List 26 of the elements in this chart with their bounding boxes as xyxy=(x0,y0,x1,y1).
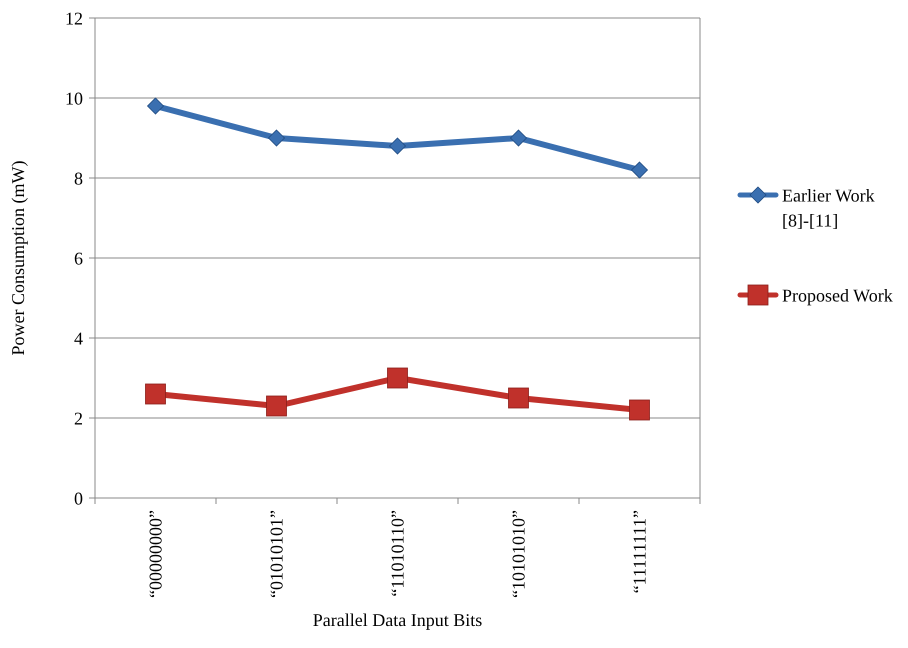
legend-label: Earlier Work [8]-[11] xyxy=(782,185,875,230)
point xyxy=(510,130,527,146)
point xyxy=(266,396,287,416)
y-tick-label: 10 xyxy=(65,88,83,108)
x-tick-label: “11111111” xyxy=(630,510,650,594)
x-tick-label: “00000000” xyxy=(146,510,166,598)
y-axis-title: Power Consumption (mW) xyxy=(8,160,28,356)
x-tick-label: “10101010” xyxy=(508,510,528,598)
point xyxy=(629,400,650,420)
x-axis-title: Parallel Data Input Bits xyxy=(312,610,482,630)
point xyxy=(147,98,164,114)
x-tick-label: “11010110” xyxy=(388,510,408,597)
point xyxy=(268,130,285,146)
point xyxy=(387,368,408,388)
y-tick-label: 6 xyxy=(74,248,83,268)
y-tick-label: 12 xyxy=(65,8,83,28)
x-tick-label: “01010101” xyxy=(266,510,286,598)
y-tick-label: 0 xyxy=(74,488,83,508)
point xyxy=(145,384,166,404)
point xyxy=(389,138,406,154)
y-tick-label: 4 xyxy=(74,328,83,348)
point xyxy=(508,388,529,408)
legend-label: Proposed Work xyxy=(782,285,893,306)
y-tick-label: 8 xyxy=(74,168,83,188)
point xyxy=(631,162,648,178)
y-tick-label: 2 xyxy=(74,408,83,428)
